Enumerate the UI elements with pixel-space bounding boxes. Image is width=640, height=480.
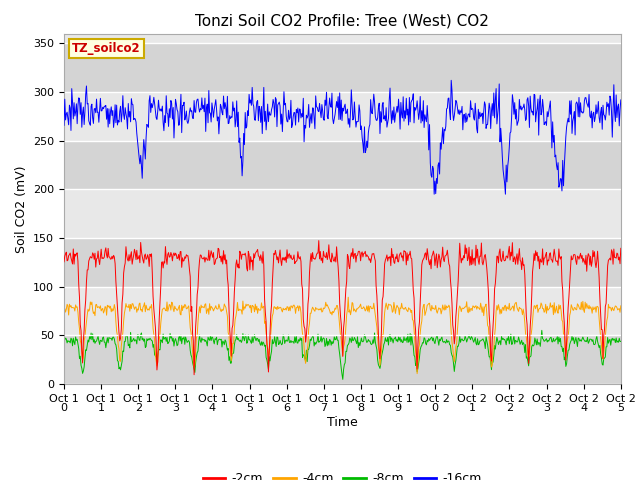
- Legend: -2cm, -4cm, -8cm, -16cm: -2cm, -4cm, -8cm, -16cm: [198, 467, 487, 480]
- Y-axis label: Soil CO2 (mV): Soil CO2 (mV): [15, 165, 28, 252]
- Bar: [64, 141, 621, 189]
- Bar: [64, 238, 621, 287]
- Text: TZ_soilco2: TZ_soilco2: [72, 42, 141, 55]
- Bar: [64, 43, 621, 92]
- Bar: [64, 336, 621, 384]
- Title: Tonzi Soil CO2 Profile: Tree (West) CO2: Tonzi Soil CO2 Profile: Tree (West) CO2: [195, 13, 490, 28]
- X-axis label: Time: Time: [327, 416, 358, 429]
